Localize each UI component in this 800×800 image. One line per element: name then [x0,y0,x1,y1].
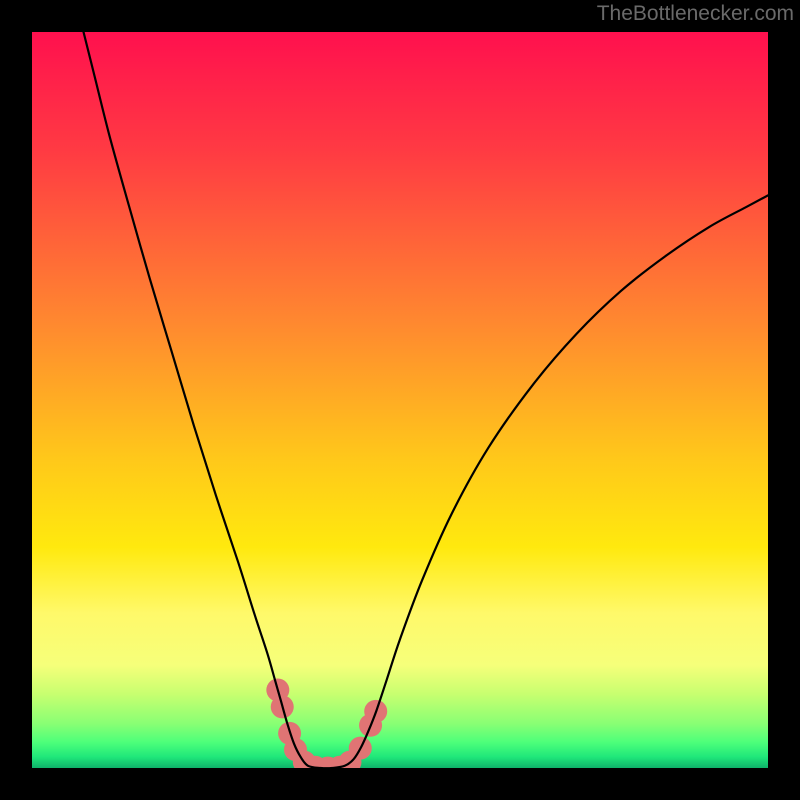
chart-stage: TheBottlenecker.com [0,0,800,800]
bottleneck-chart [0,0,800,800]
chart-background [32,32,768,768]
